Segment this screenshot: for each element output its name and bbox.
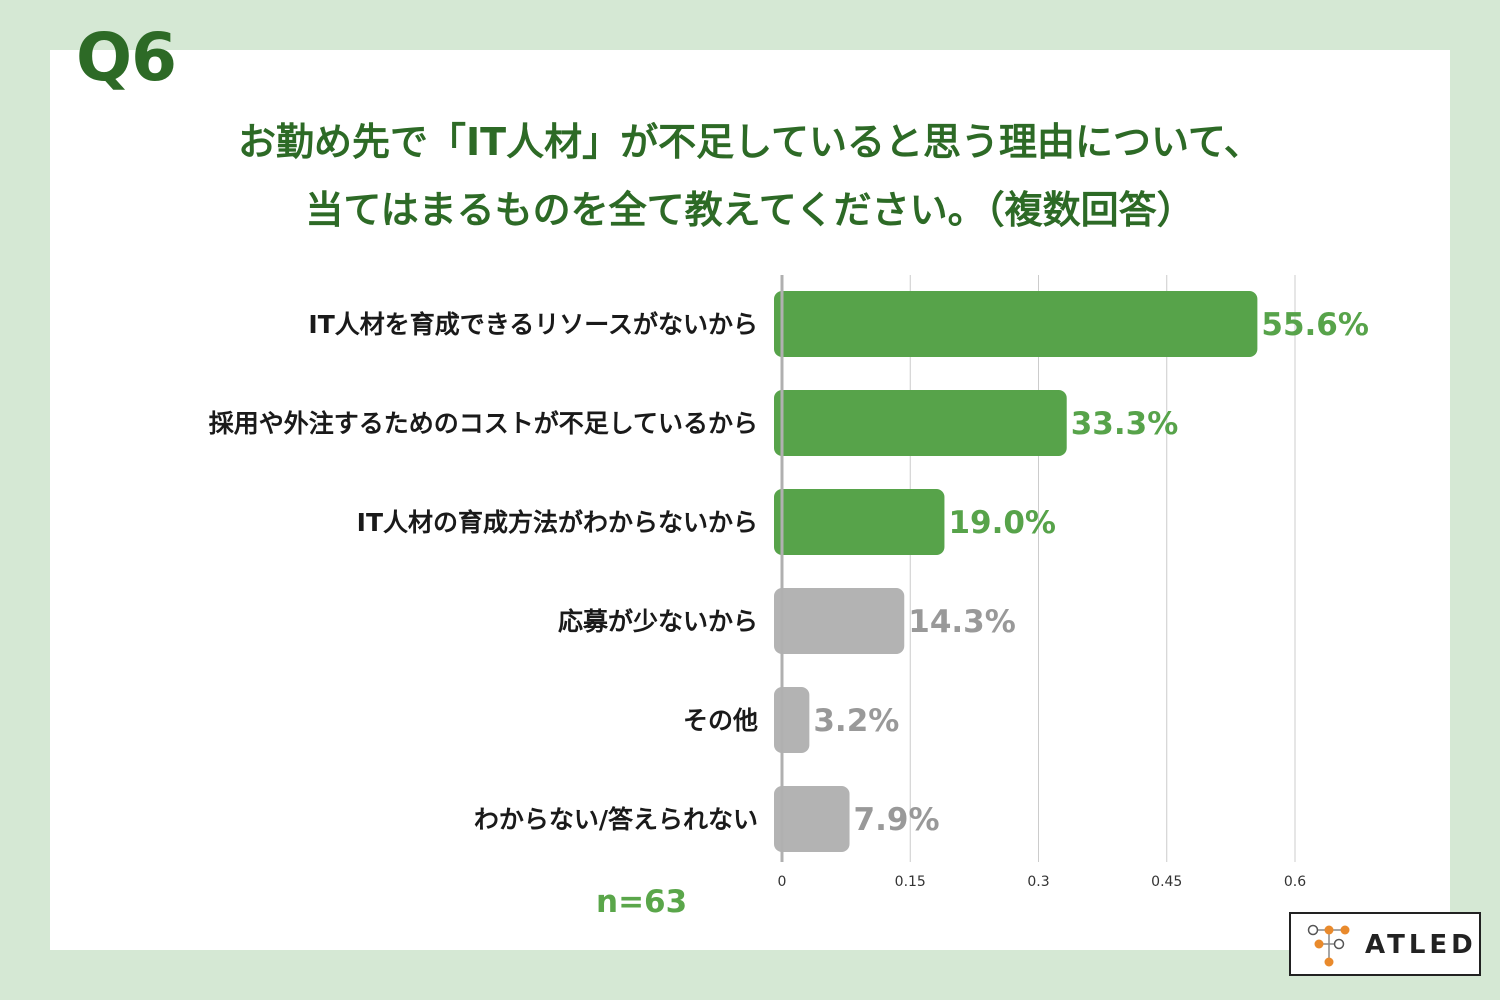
bar (774, 489, 945, 555)
x-tick-label: 0.6 (1284, 874, 1306, 890)
category-label: 応募が少ないから (558, 607, 758, 636)
data-label: 33.3% (1071, 406, 1179, 442)
title-line-2: 当てはまるものを全て教えてください。（複数回答） (305, 188, 1195, 232)
page-title: お勤め先で「IT人材」が不足していると思う理由について、 当てはまるものを全て教… (60, 108, 1440, 244)
bar (774, 291, 1258, 357)
data-label: 7.9% (854, 802, 940, 838)
data-label: 14.3% (908, 604, 1016, 640)
x-tick-label: 0.3 (1027, 874, 1049, 890)
category-label: わからない/答えられない (474, 805, 758, 834)
x-tick-label: 0.45 (1151, 874, 1182, 890)
data-label: 55.6% (1261, 307, 1369, 343)
category-label: その他 (683, 706, 758, 735)
chart-panel (50, 50, 1450, 950)
data-label: 3.2% (813, 703, 899, 739)
logo-text: ATLED (1365, 930, 1477, 960)
category-label: IT人材の育成方法がわからないから (357, 508, 758, 537)
bar (774, 588, 905, 654)
bar (774, 390, 1067, 456)
question-number: Q6 (76, 19, 177, 96)
atled-node-icon (1307, 924, 1350, 967)
x-tick-label: 0.15 (895, 874, 926, 890)
title-line-1: お勤め先で「IT人材」が不足していると思う理由について、 (238, 120, 1262, 164)
data-label: 19.0% (948, 505, 1056, 541)
bar (774, 687, 810, 753)
x-tick-label: 0 (778, 874, 787, 890)
sample-size-label: n=63 (596, 884, 688, 920)
atled-logo: ATLED (1289, 912, 1481, 976)
category-label: IT人材を育成できるリソースがないから (308, 310, 758, 339)
category-label: 採用や外注するためのコストが不足しているから (209, 409, 758, 438)
bar (774, 786, 850, 852)
